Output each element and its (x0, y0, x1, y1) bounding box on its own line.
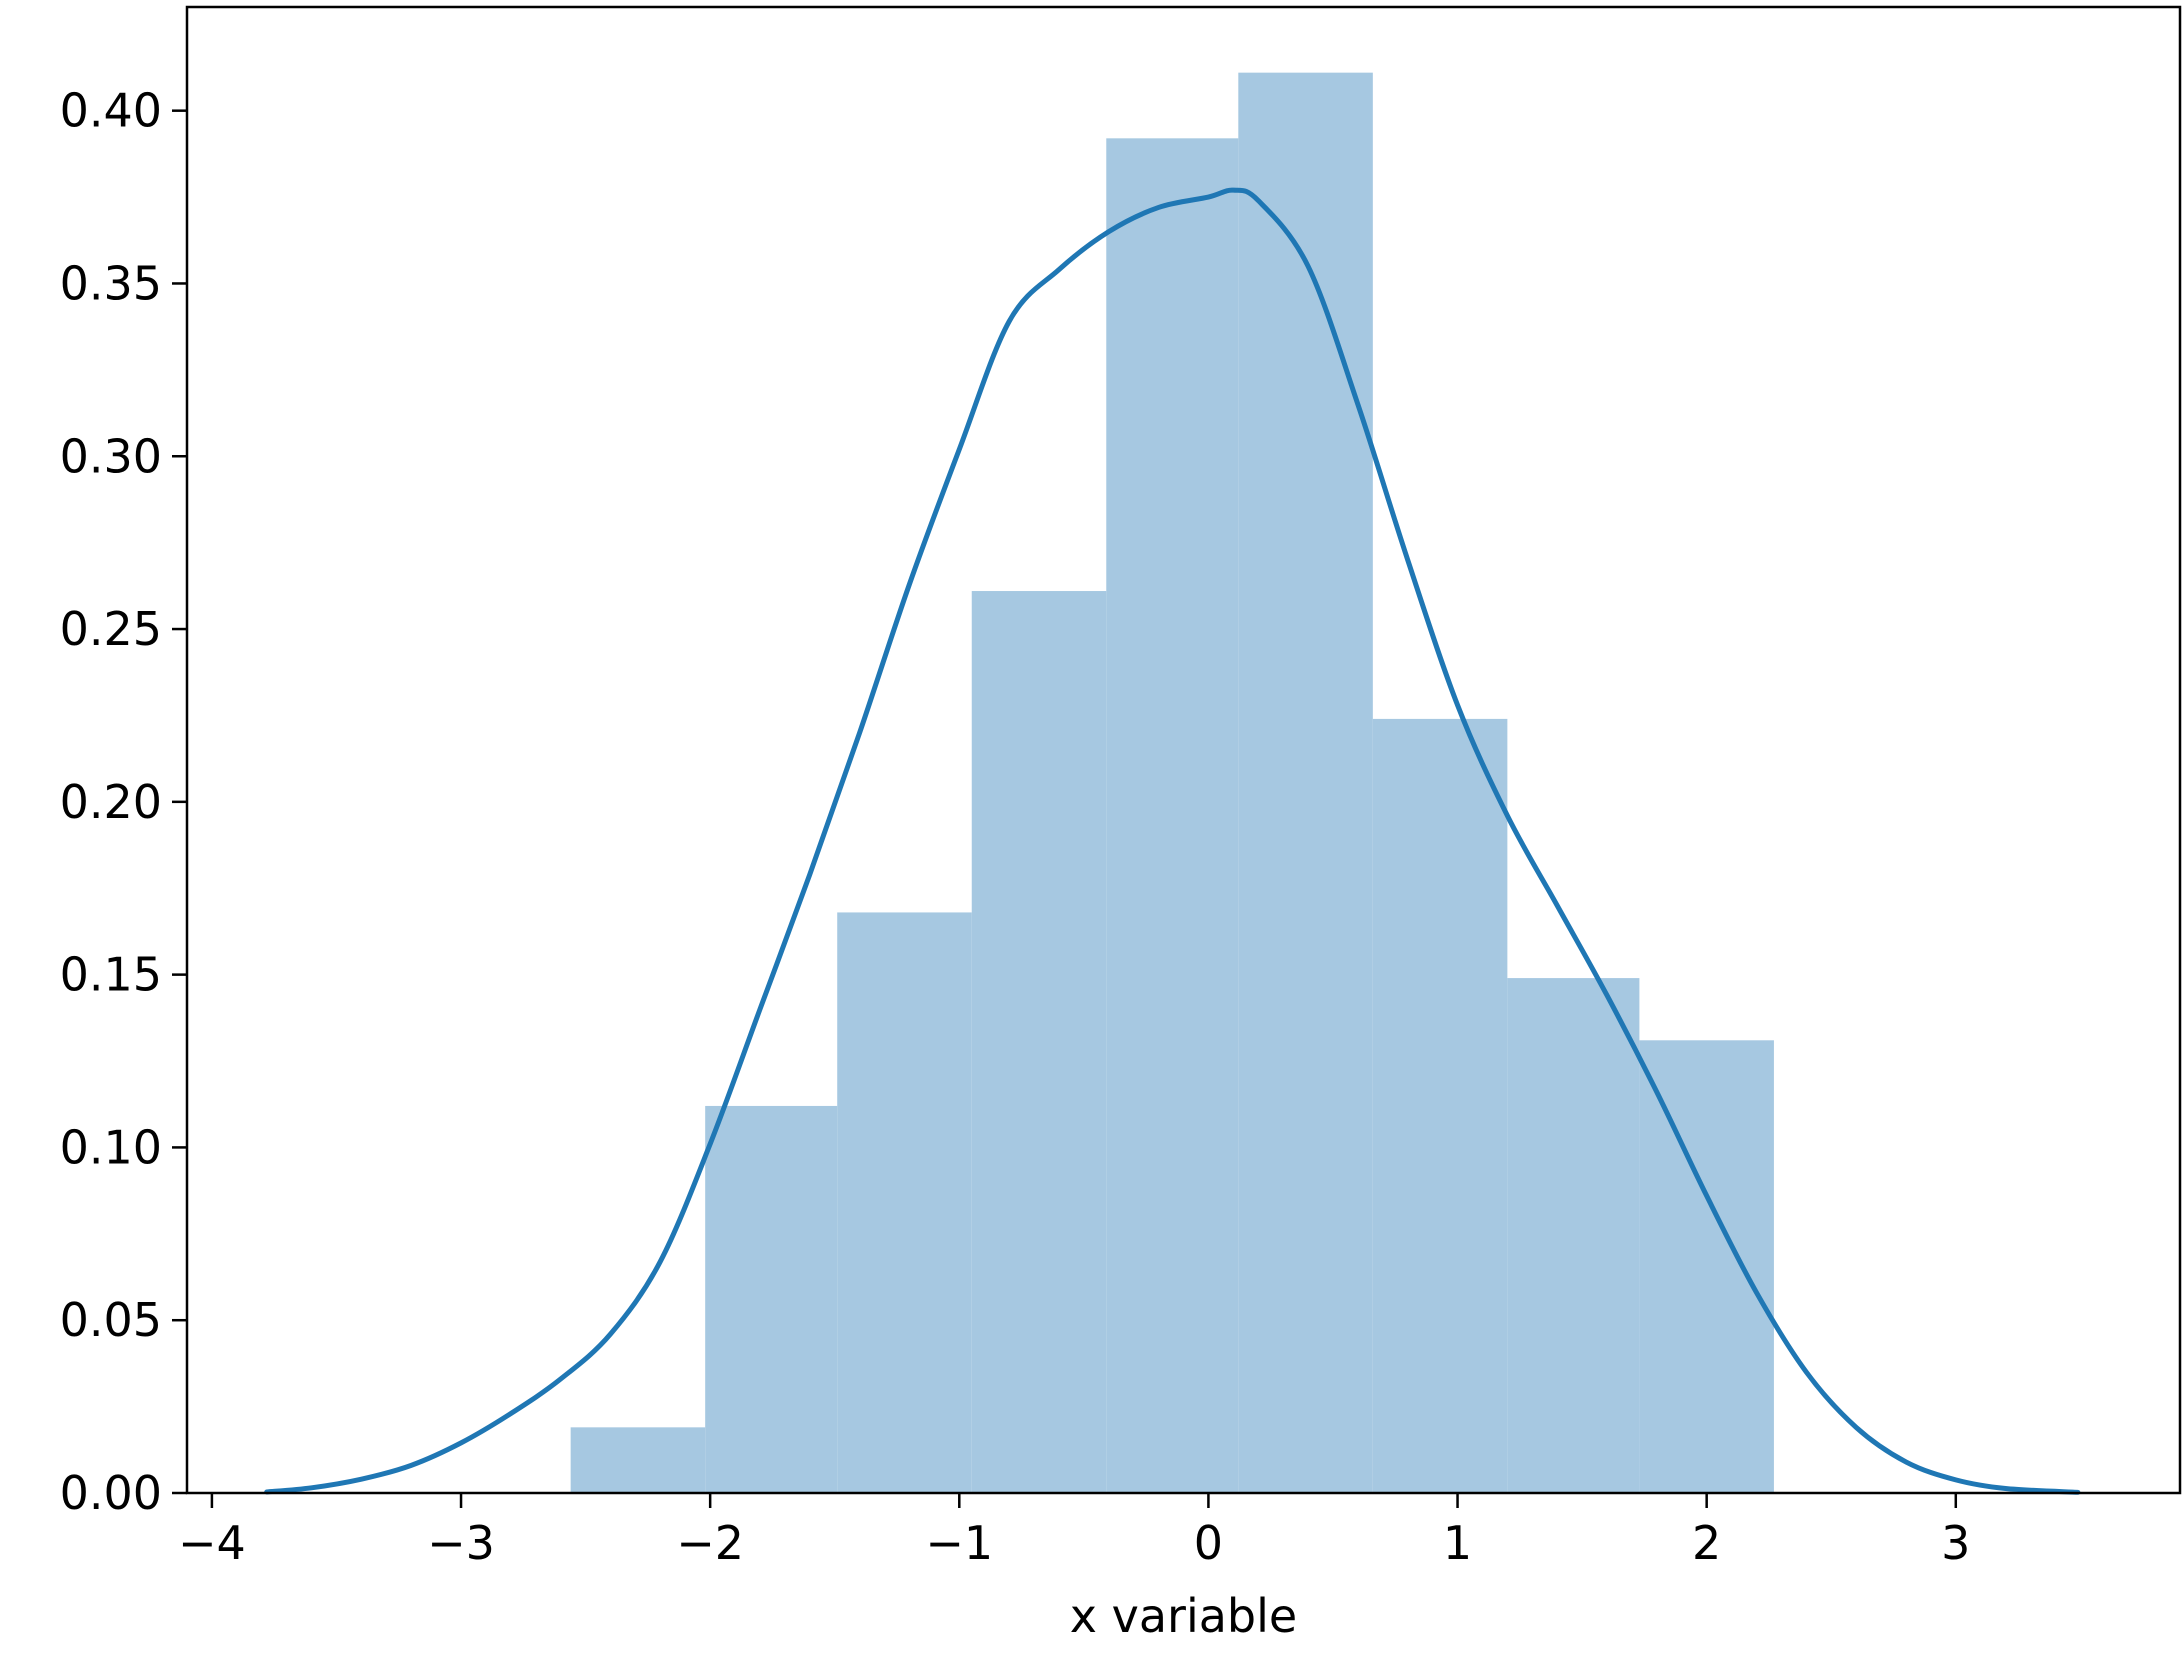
y-tick-label: 0.15 (60, 948, 162, 1002)
y-tick-label: 0.20 (60, 775, 162, 829)
histogram-bar (1238, 72, 1373, 1494)
y-tick-label: 0.00 (60, 1466, 162, 1520)
histogram-bar (1106, 138, 1239, 1493)
y-tick-label: 0.05 (60, 1293, 162, 1347)
x-tick-label: −4 (178, 1516, 246, 1570)
histogram-bar (1639, 1040, 1774, 1493)
histogram-bars (570, 72, 1774, 1494)
plot-frame (185, 5, 2182, 1495)
histogram-bar (1372, 718, 1508, 1493)
x-tick-label: 3 (1941, 1516, 1970, 1570)
x-tick-label: −2 (676, 1516, 744, 1570)
x-tick-label: 2 (1692, 1516, 1721, 1570)
axes: −4 −3 −2 −1 0 1 2 3 0.00 0.05 0.10 0.15 0.20 0.25 0.30… (60, 5, 2182, 1570)
x-axis-label: x variable (1070, 1589, 1297, 1643)
y-tick-label: 0.25 (60, 602, 162, 656)
y-tick-label: 0.30 (60, 429, 162, 483)
kde-layer (264, 187, 2081, 1495)
x-tick-label: 1 (1443, 1516, 1472, 1570)
x-tick-label: −3 (427, 1516, 495, 1570)
histogram-bar (570, 1427, 706, 1493)
y-tick-label: 0.10 (60, 1120, 162, 1174)
kde-line (264, 187, 2081, 1495)
x-tick-label: −1 (925, 1516, 993, 1570)
y-tick-label: 0.35 (60, 256, 162, 310)
x-tick-label: 0 (1194, 1516, 1223, 1570)
histogram-bar (1507, 978, 1640, 1493)
histogram-bar (837, 912, 972, 1493)
histogram-bar (705, 1105, 838, 1493)
y-tick-label: 0.40 (60, 84, 162, 138)
histogram-bar (971, 591, 1107, 1493)
